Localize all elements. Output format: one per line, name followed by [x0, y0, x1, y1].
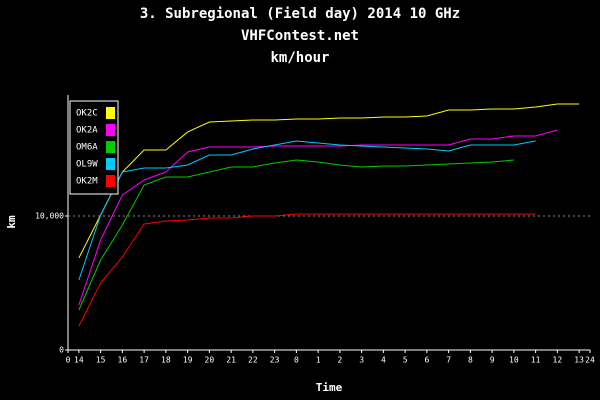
data-line [78, 213, 536, 327]
data-line [78, 140, 536, 281]
x-tick-label: 15 [96, 356, 106, 365]
x-tick-label: 24 [585, 356, 595, 365]
x-tick-label: 16 [118, 356, 128, 365]
x-tick-label: 23 [270, 356, 280, 365]
chart-subtitle: VHFContest.net [241, 28, 359, 44]
x-tick-label: 14 [74, 356, 84, 365]
x-tick-label: 20 [205, 356, 215, 365]
legend-swatch [106, 124, 115, 136]
y-tick-label: 0 [59, 346, 64, 355]
x-tick-label: 18 [161, 356, 171, 365]
x-tick-label: 0 [294, 356, 299, 365]
x-tick-label: 1 [316, 356, 321, 365]
x-tick-label: 3 [359, 356, 364, 365]
x-tick-label: 7 [446, 356, 451, 365]
x-tick-label: 17 [139, 356, 149, 365]
y-tick-label: 10,000 [35, 212, 64, 221]
x-axis-label: Time [316, 381, 343, 394]
x-tick-label: 22 [248, 356, 258, 365]
chart-subtitle: km/hour [270, 50, 329, 66]
chart-title: 3. Subregional (Field day) 2014 10 GHz [140, 6, 460, 22]
x-tick-label: 0 [66, 356, 71, 365]
x-tick-label: 19 [183, 356, 193, 365]
x-tick-label: 5 [403, 356, 408, 365]
legend-label: OL9W [76, 160, 98, 170]
x-tick-label: 13 [574, 356, 584, 365]
x-tick-label: 8 [468, 356, 473, 365]
legend-label: OK2A [76, 126, 98, 136]
legend-swatch [106, 141, 115, 153]
data-line [78, 129, 558, 306]
x-tick-label: 2 [337, 356, 342, 365]
x-tick-label: 6 [424, 356, 429, 365]
legend-swatch [106, 175, 115, 187]
data-line [78, 159, 514, 311]
y-axis-label: km [5, 215, 18, 229]
x-tick-label: 10 [509, 356, 519, 365]
legend-label: OK2M [76, 177, 98, 187]
x-tick-label: 12 [553, 356, 563, 365]
x-tick-label: 9 [490, 356, 495, 365]
legend-swatch [106, 158, 115, 170]
x-tick-label: 4 [381, 356, 386, 365]
legend-label: OK2C [76, 109, 98, 119]
legend-swatch [106, 107, 115, 119]
legend-label: OM6A [76, 143, 98, 153]
data-line [78, 103, 580, 259]
x-tick-label: 21 [226, 356, 236, 365]
x-tick-label: 11 [531, 356, 541, 365]
